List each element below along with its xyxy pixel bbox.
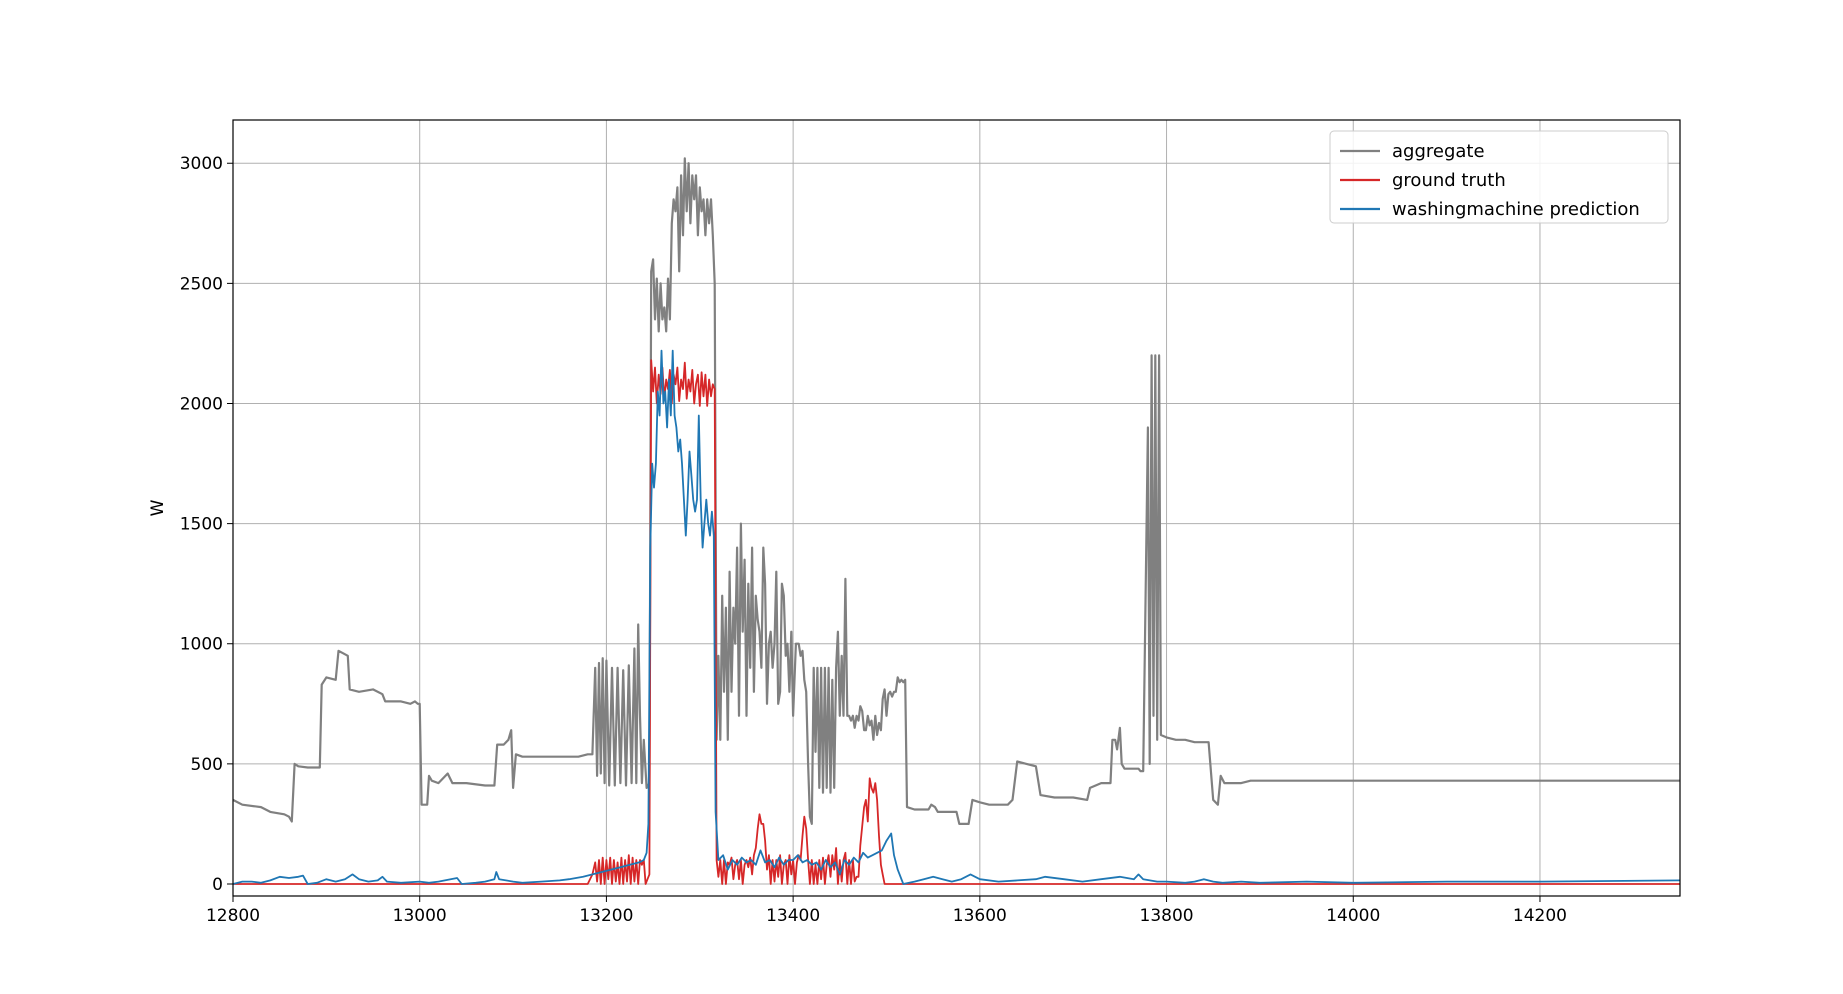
y-tick-label: 2000 <box>180 394 223 414</box>
axes-frame <box>232 119 1681 897</box>
x-tick-label: 13400 <box>766 906 820 926</box>
axis-ticks: 12800 13000 13200 13400 13600 13800 14000 14200… <box>180 154 1567 926</box>
y-tick-label: 1500 <box>180 515 223 535</box>
plot-series <box>233 157 1680 885</box>
y-tick-label: 1000 <box>180 635 223 655</box>
y-tick-label: 2500 <box>180 274 223 294</box>
y-tick-label: 0 <box>212 875 223 895</box>
x-tick-label: 13600 <box>953 906 1007 926</box>
y-tick-label: 3000 <box>180 154 223 174</box>
series-line-aggregate <box>233 157 1680 825</box>
x-tick-label: 12800 <box>206 906 260 926</box>
x-tick-label: 13000 <box>393 906 447 926</box>
series-line-washingmachine-prediction <box>233 349 1680 885</box>
legend-box <box>1329 130 1669 224</box>
legend: aggregate ground truth washingmachine pred… <box>1329 130 1669 224</box>
y-axis-label: W <box>148 499 168 516</box>
x-tick-label: 13800 <box>1140 906 1194 926</box>
y-tick-label: 500 <box>191 755 223 775</box>
legend-label: washingmachine prediction <box>1392 199 1640 220</box>
series-line-ground-truth <box>233 359 1680 885</box>
x-tick-label: 14000 <box>1326 906 1380 926</box>
x-tick-label: 13200 <box>579 906 633 926</box>
legend-label: ground truth <box>1392 170 1506 191</box>
legend-label: aggregate <box>1392 141 1485 162</box>
x-tick-label: 14200 <box>1513 906 1567 926</box>
